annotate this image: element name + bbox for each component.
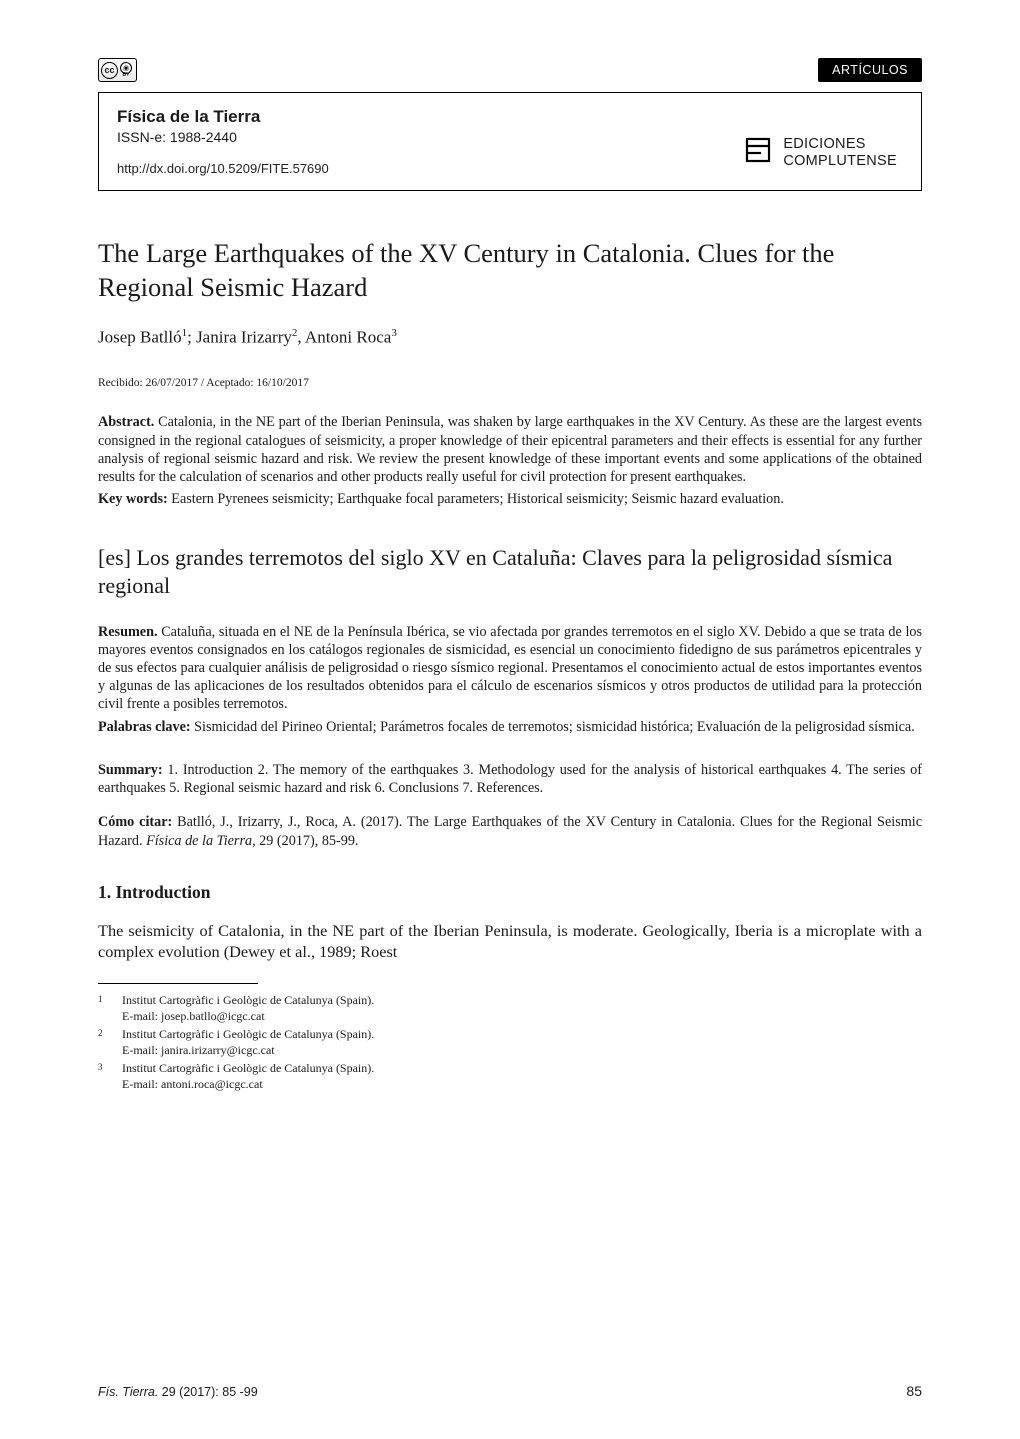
resumen-lead: Resumen. <box>98 624 158 640</box>
cc-by-icon: ◉ BY <box>120 62 132 78</box>
publisher-logo-block: EDICIONES COMPLUTENSE <box>743 135 897 170</box>
abstract-lead: Abstract. <box>98 414 154 430</box>
top-row: cc ◉ BY ARTÍCULOS <box>98 58 922 82</box>
cite-lead: Cómo citar: <box>98 814 172 830</box>
spanish-title: [es] Los grandes terremotos del siglo XV… <box>98 544 922 600</box>
summary-text: 1. Introduction 2. The memory of the ear… <box>98 762 922 796</box>
palabras-text: Sismicidad del Pirineo Oriental; Parámet… <box>191 719 915 735</box>
palabras-clave-block: Palabras clave: Sismicidad del Pirineo O… <box>98 718 922 736</box>
section-pill: ARTÍCULOS <box>818 58 922 82</box>
cc-icon: cc <box>101 62 118 79</box>
palabras-lead: Palabras clave: <box>98 719 191 735</box>
publisher-logo-icon <box>743 135 773 170</box>
footer-journal-em: Fís. Tierra. <box>98 1385 158 1399</box>
journal-issn: ISSN-e: 1988-2440 <box>117 129 329 145</box>
publisher-line2: COMPLUTENSE <box>783 153 897 169</box>
footnote-rule <box>98 983 258 984</box>
section-heading-1: 1. Introduction <box>98 882 922 903</box>
footnote: 1 Institut Cartogràfic i Geològic de Cata… <box>98 992 922 1024</box>
footnote-number: 2 <box>98 1026 104 1058</box>
cc-by-label: BY <box>123 74 130 78</box>
footnote-text: Institut Cartogràfic i Geològic de Catal… <box>122 1060 374 1092</box>
journal-header-box: Física de la Tierra ISSN-e: 1988-2440 ht… <box>98 92 922 191</box>
summary-block: Summary: 1. Introduction 2. The memory o… <box>98 762 922 798</box>
authors-line: Josep Batlló1; Janira Irizarry2, Antoni … <box>98 327 922 348</box>
journal-name: Física de la Tierra <box>117 107 329 127</box>
body-paragraph: The seismicity of Catalonia, in the NE p… <box>98 921 922 963</box>
keywords-block: Key words: Eastern Pyrenees seismicity; … <box>98 490 922 508</box>
footer-journal-rest: 29 (2017): 85 -99 <box>158 1385 257 1399</box>
abstract-text: Catalonia, in the NE part of the Iberian… <box>98 414 922 485</box>
resumen-block: Resumen. Cataluña, situada en el NE de l… <box>98 623 922 714</box>
publisher-name: EDICIONES COMPLUTENSE <box>783 136 897 169</box>
publisher-line1: EDICIONES <box>783 136 865 152</box>
resumen-text: Cataluña, situada en el NE de la Penínsu… <box>98 624 922 713</box>
footnotes: 1 Institut Cartogràfic i Geològic de Cata… <box>98 992 922 1093</box>
article-title: The Large Earthquakes of the XV Century … <box>98 237 922 305</box>
received-accepted-dates: Recibido: 26/07/2017 / Aceptado: 16/10/2… <box>98 377 922 389</box>
how-to-cite-block: Cómo citar: Batlló, J., Irizarry, J., Ro… <box>98 813 922 849</box>
footnote-text: Institut Cartogràfic i Geològic de Catal… <box>122 1026 374 1058</box>
page: cc ◉ BY ARTÍCULOS Física de la Tierra IS… <box>0 0 1020 1439</box>
footnote-number: 1 <box>98 992 104 1024</box>
footnote: 2 Institut Cartogràfic i Geològic de Cata… <box>98 1026 922 1058</box>
cite-text-after: 29 (2017), 85-99. <box>256 833 359 849</box>
running-footer: Fís. Tierra. 29 (2017): 85 -99 85 <box>98 1383 922 1399</box>
keywords-text: Eastern Pyrenees seismicity; Earthquake … <box>168 491 784 507</box>
abstract-block: Abstract. Catalonia, in the NE part of t… <box>98 413 922 486</box>
footnote: 3 Institut Cartogràfic i Geològic de Cata… <box>98 1060 922 1092</box>
keywords-lead: Key words: <box>98 491 168 507</box>
article-doi[interactable]: http://dx.doi.org/10.5209/FITE.57690 <box>117 161 329 176</box>
cc-license-badge: cc ◉ BY <box>98 58 137 82</box>
footnote-text: Institut Cartogràfic i Geològic de Catal… <box>122 992 374 1024</box>
footer-page-number: 85 <box>906 1383 922 1399</box>
journal-header-left: Física de la Tierra ISSN-e: 1988-2440 ht… <box>117 107 329 176</box>
footer-journal-ref: Fís. Tierra. 29 (2017): 85 -99 <box>98 1385 258 1399</box>
footnote-number: 3 <box>98 1060 104 1092</box>
cite-journal-em: Física de la Tierra, <box>146 833 256 849</box>
summary-lead: Summary: <box>98 762 163 778</box>
